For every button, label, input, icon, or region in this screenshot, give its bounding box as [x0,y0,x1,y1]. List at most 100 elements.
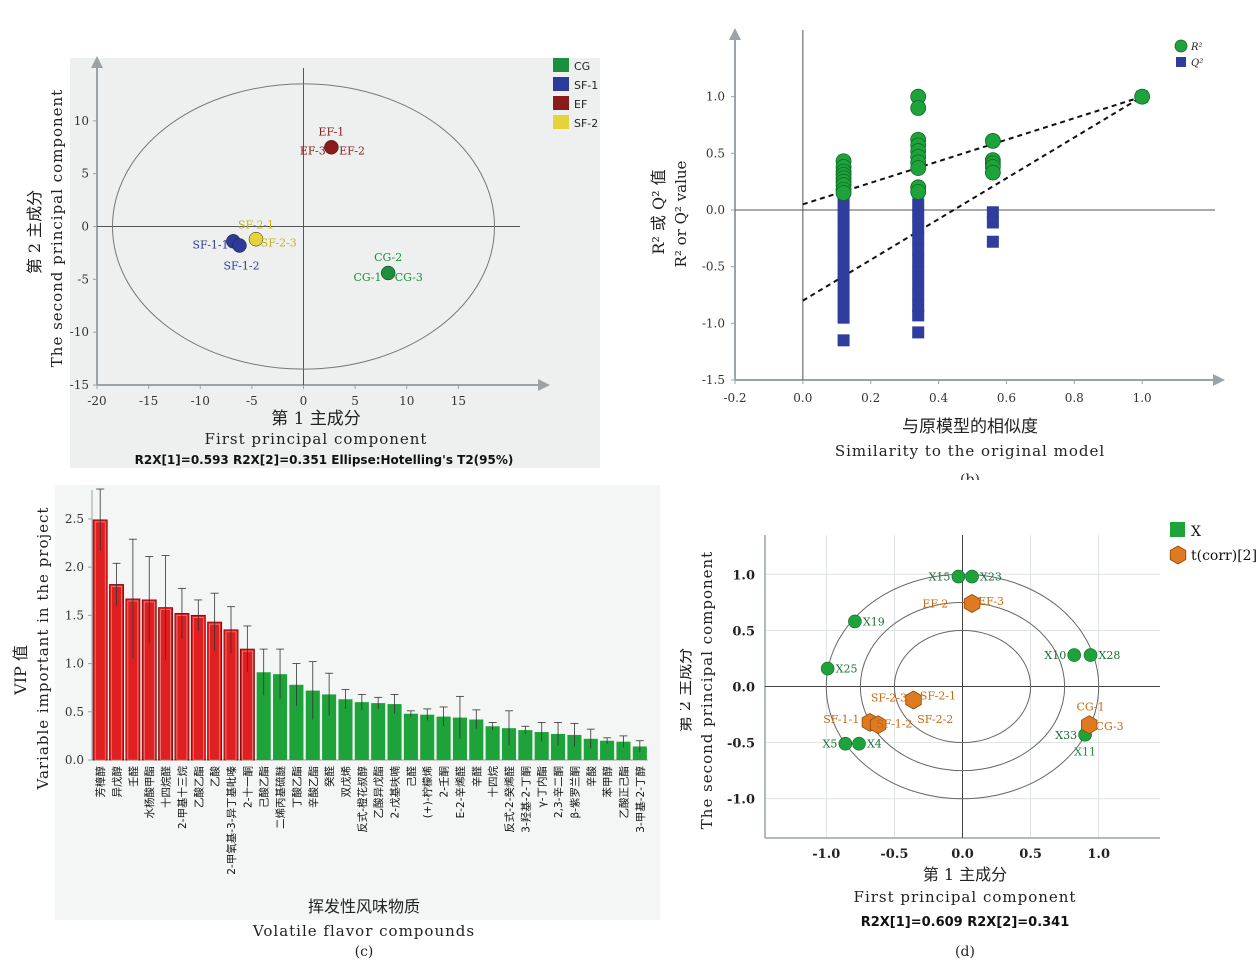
category-label: 2-戊基呋喃 [389,766,402,819]
x-tick-label: 1.0 [1133,391,1152,405]
y-tick-label: 0.0 [65,753,84,767]
r2-point [984,132,1001,149]
x-tick-label: 0.8 [1065,391,1084,405]
y-tick-label: 2.0 [65,560,84,574]
t-corr-label: EF-3 [978,595,1004,608]
category-label: (+)-柠檬烯 [421,766,434,819]
x-axis-arrow [538,379,550,391]
vip-bar [616,741,631,760]
y-tick-label: 1.0 [706,90,725,104]
q2-point [837,243,850,256]
q2-point [912,255,925,267]
q2-point [912,326,925,339]
category-label: 壬醛 [127,766,140,787]
vip-bar [567,734,582,760]
r2-point [910,160,927,176]
y-tick-label: 5 [81,167,89,181]
q2-point [986,206,999,219]
y-tick-label: -5 [77,272,89,286]
point-label: SF-2-1 [238,218,274,231]
x-variable-label: X19 [863,615,885,628]
panel-label: (c) [355,944,374,960]
x-tick-label: 5 [351,394,359,408]
q2-point [912,289,925,301]
t-corr-point [1080,715,1098,735]
t-corr-point [869,715,887,735]
x-axis-label-en: Similarity to the original model [835,442,1105,460]
y-tick-label: 0.5 [65,705,84,719]
y-tick-label: 2.5 [65,512,84,526]
legend-r2-marker [1174,39,1188,53]
x-variable-label: X10 [1044,649,1066,662]
legend-x-marker [1170,522,1185,537]
r2-point [910,100,927,116]
point-label: CG-3 [395,271,423,284]
vip-bar [354,702,369,760]
category-label: 乙酸 [209,766,222,787]
category-label: 芳樟醇 [94,766,107,798]
y-tick-label: -1.0 [727,793,755,808]
x-variable-label: X5 [823,738,838,751]
category-label: 乙酸乙酯 [192,766,205,808]
x-tick-label: 15 [451,394,466,408]
category-label: 异戊醇 [111,766,124,798]
vip-bar [600,740,615,760]
r2-point [984,164,1001,181]
panel-b: -0.2 0.0 0.2 0.4 0.6 0.8 1.0 -1.5 -1.0 -0.5 0.0 0.5… [620,0,1260,488]
point-label: EF-1 [318,125,344,138]
panel-c: 0.0 0.5 1.0 1.5 2.0 2.5 芳樟醇 异戊醇 壬醛 水杨酸甲酯 十四烷醛 2-甲基十… [0,480,680,960]
q2-point [837,277,850,290]
x-variable-label: X25 [836,663,858,676]
y-tick-label: -15 [70,378,89,392]
category-label: 2-甲基十三烷 [176,766,189,829]
t-corr-label: SF-1-2 [876,718,912,731]
q2-point [986,216,999,229]
y-axis-label-cn: 第 2 主成分 [25,190,44,274]
pca-score-plot: -20 -15 -10 -5 0 5 10 15 -15 -10 -5 0 5 10 EF-1 EF-3 EF-… [25,56,600,496]
legend-q2-marker [1176,57,1186,67]
x-variable-point [820,661,835,676]
score-point [232,238,247,253]
vip-bar [387,704,402,760]
vip-bar [305,690,320,760]
category-label: 2-十一酮 [241,766,254,808]
q2-point [912,209,925,222]
x-tick-label: 0 [300,394,308,408]
r2-point [910,183,927,200]
hotelling-ellipse [111,83,496,370]
y-axis-arrow [729,28,741,40]
q2-point [986,235,999,248]
vip-bar [322,694,337,760]
vip-bar [485,726,500,760]
vip-bar [403,713,418,760]
legend-t-marker [1169,545,1187,565]
x-tick-label: -0.5 [880,847,908,862]
r2-point [835,185,852,201]
x-variable-label: X15 [929,571,951,584]
q2-point [837,255,850,267]
category-label: 3-甲基-2-丁醇 [634,766,647,833]
score-point [248,231,264,247]
x-tick-label: -15 [139,394,158,408]
x-tick-label: -10 [191,394,210,408]
x-tick-label: 0.0 [951,847,974,862]
category-label: 2-甲氧基-3-异丁基吡嗪 [225,766,238,875]
y-axis-label-en: Variable important in the project [34,507,52,791]
y-tick-label: -1.0 [702,316,725,330]
category-label: E-2-辛烯醛 [454,766,467,819]
y-tick-label: -10 [70,325,89,339]
y-axis-label-cn: VIP 值 [11,645,30,696]
t-corr-label: CG-1 [1076,701,1104,714]
q2-point [912,300,925,313]
legend-q2-label: Q² [1191,58,1203,69]
t-corr-label: SF-2-2 [917,713,953,726]
vip-bar [518,730,533,760]
x-tick-label: -0.2 [723,391,746,405]
category-label: 乙酸异戊酯 [372,766,385,819]
category-label: 3-羟基-2-丁酮 [519,766,532,833]
x-tick-label: 10 [399,394,414,408]
vip-bar [469,719,484,760]
x-tick-label: -5 [246,394,258,408]
q2-point [912,309,925,322]
q2-point [837,221,850,233]
